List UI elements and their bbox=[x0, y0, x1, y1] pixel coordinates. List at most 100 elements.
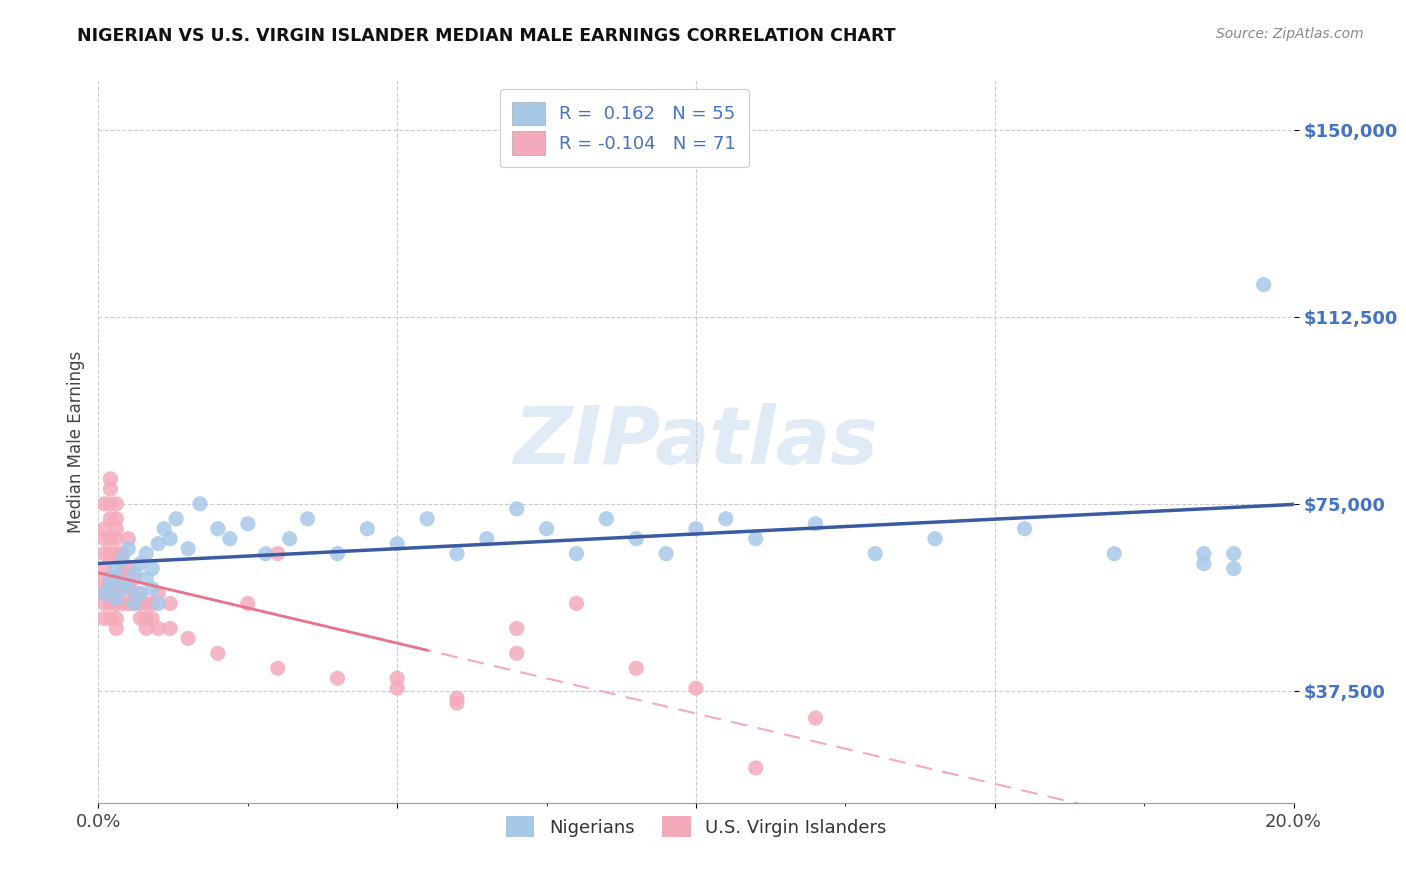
Point bbox=[105, 561, 128, 575]
Point bbox=[111, 547, 134, 561]
Point bbox=[117, 561, 139, 575]
Point bbox=[117, 541, 139, 556]
Point bbox=[135, 611, 157, 625]
Point bbox=[93, 522, 115, 536]
Point bbox=[111, 576, 134, 591]
Point bbox=[267, 547, 290, 561]
Point bbox=[326, 547, 349, 561]
Point bbox=[129, 611, 152, 625]
Text: Source: ZipAtlas.com: Source: ZipAtlas.com bbox=[1216, 27, 1364, 41]
Point bbox=[626, 532, 648, 546]
Point bbox=[475, 532, 498, 546]
Point bbox=[135, 621, 157, 635]
Point bbox=[1192, 547, 1215, 561]
Point bbox=[98, 472, 122, 486]
Point bbox=[98, 482, 122, 496]
Point bbox=[165, 512, 187, 526]
Point bbox=[117, 597, 139, 611]
Point bbox=[105, 547, 128, 561]
Point bbox=[714, 512, 737, 526]
Point bbox=[595, 512, 617, 526]
Point bbox=[626, 661, 648, 675]
Point bbox=[236, 516, 259, 531]
Point bbox=[98, 512, 122, 526]
Point bbox=[267, 661, 290, 675]
Point bbox=[141, 611, 163, 625]
Text: ZIPatlas: ZIPatlas bbox=[513, 402, 879, 481]
Point bbox=[236, 597, 259, 611]
Point bbox=[506, 646, 529, 660]
Point bbox=[98, 572, 122, 586]
Point bbox=[111, 561, 134, 575]
Point bbox=[98, 547, 122, 561]
Point bbox=[356, 522, 378, 536]
Point bbox=[98, 611, 122, 625]
Point bbox=[93, 597, 115, 611]
Point bbox=[865, 547, 887, 561]
Point bbox=[111, 582, 134, 596]
Point bbox=[93, 586, 115, 600]
Point bbox=[105, 497, 128, 511]
Point bbox=[745, 761, 768, 775]
Point bbox=[105, 597, 128, 611]
Point bbox=[141, 561, 163, 575]
Point bbox=[177, 541, 200, 556]
Y-axis label: Median Male Earnings: Median Male Earnings bbox=[66, 351, 84, 533]
Point bbox=[385, 671, 409, 685]
Point bbox=[93, 582, 115, 596]
Point bbox=[98, 532, 122, 546]
Point bbox=[129, 586, 152, 600]
Point bbox=[1253, 277, 1275, 292]
Point bbox=[93, 572, 115, 586]
Point bbox=[1223, 561, 1246, 575]
Point bbox=[745, 532, 768, 546]
Point bbox=[506, 621, 529, 635]
Point bbox=[105, 621, 128, 635]
Point bbox=[506, 501, 529, 516]
Point bbox=[446, 547, 468, 561]
Legend: Nigerians, U.S. Virgin Islanders: Nigerians, U.S. Virgin Islanders bbox=[498, 809, 894, 845]
Point bbox=[148, 586, 170, 600]
Point bbox=[148, 597, 170, 611]
Point bbox=[98, 582, 122, 596]
Point bbox=[98, 497, 122, 511]
Text: NIGERIAN VS U.S. VIRGIN ISLANDER MEDIAN MALE EARNINGS CORRELATION CHART: NIGERIAN VS U.S. VIRGIN ISLANDER MEDIAN … bbox=[77, 27, 896, 45]
Point bbox=[117, 582, 139, 596]
Point bbox=[188, 497, 211, 511]
Point bbox=[153, 522, 176, 536]
Point bbox=[105, 522, 128, 536]
Point bbox=[148, 621, 170, 635]
Point bbox=[93, 611, 115, 625]
Point bbox=[129, 586, 152, 600]
Point bbox=[135, 597, 157, 611]
Point bbox=[117, 582, 139, 596]
Point bbox=[98, 597, 122, 611]
Point bbox=[565, 547, 588, 561]
Point bbox=[93, 547, 115, 561]
Point bbox=[141, 582, 163, 596]
Point bbox=[804, 711, 827, 725]
Point bbox=[207, 646, 229, 660]
Point bbox=[1104, 547, 1126, 561]
Point bbox=[1223, 547, 1246, 561]
Point bbox=[111, 597, 134, 611]
Point bbox=[416, 512, 439, 526]
Point bbox=[124, 597, 146, 611]
Point bbox=[93, 586, 115, 600]
Point bbox=[105, 512, 128, 526]
Point bbox=[565, 597, 588, 611]
Point bbox=[159, 597, 181, 611]
Point bbox=[385, 681, 409, 696]
Point bbox=[148, 537, 170, 551]
Point bbox=[135, 547, 157, 561]
Point bbox=[129, 597, 152, 611]
Point bbox=[98, 572, 122, 586]
Point bbox=[446, 696, 468, 710]
Point bbox=[207, 522, 229, 536]
Point bbox=[278, 532, 301, 546]
Point bbox=[1014, 522, 1036, 536]
Point bbox=[446, 691, 468, 706]
Point bbox=[111, 572, 134, 586]
Point bbox=[655, 547, 678, 561]
Point bbox=[117, 532, 139, 546]
